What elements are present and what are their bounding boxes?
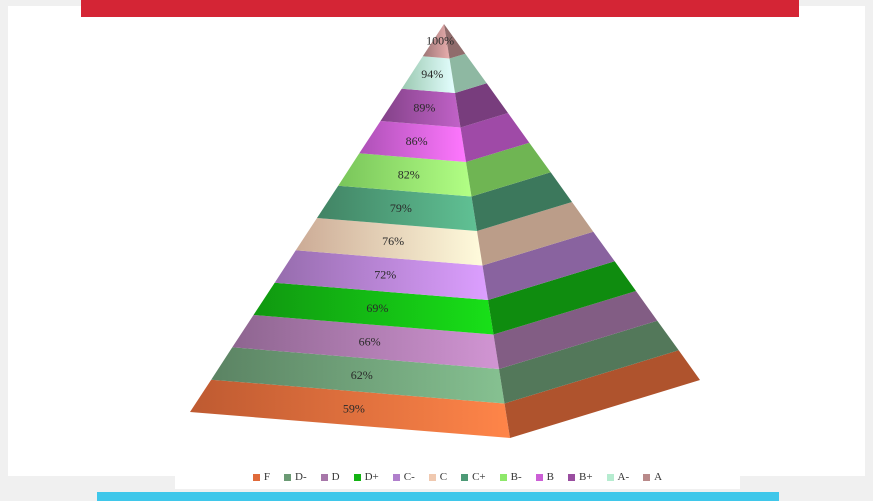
legend-item-D-: D- [284, 471, 307, 483]
tier-left-face [232, 315, 500, 369]
legend-label: D- [295, 471, 307, 483]
legend-item-F: F [252, 471, 271, 483]
pyramid-tier-B+: 89% [380, 83, 508, 128]
legend-item-B: B [535, 471, 554, 483]
legend-label: C [439, 471, 448, 483]
pyramid-tier-A: 100% [422, 24, 466, 59]
tier-value-label: 76% [382, 234, 404, 248]
pyramid-tier-C+: 79% [317, 172, 572, 231]
tier-value-label: 94% [421, 67, 443, 81]
tier-value-label: 100% [426, 34, 454, 48]
tier-right-face [444, 24, 466, 59]
bottom-accent-bar [97, 492, 779, 501]
tier-left-face [380, 88, 461, 128]
tier-left-face [211, 347, 505, 404]
tier-left-face [190, 379, 510, 438]
legend-label: D+ [364, 471, 379, 483]
legend-label: A [654, 471, 663, 483]
legend-label: B+ [578, 471, 593, 483]
tier-right-face [477, 202, 594, 266]
legend-item-C: C [428, 471, 448, 483]
tier-value-label: 82% [398, 167, 420, 181]
tier-right-face [466, 142, 551, 197]
tier-right-face [488, 261, 636, 335]
tier-left-face [422, 24, 450, 59]
pyramid-tier-D-: 62% [211, 320, 679, 404]
tier-left-face [295, 218, 483, 266]
pyramid-tier-C: 76% [295, 202, 594, 266]
legend-label: C+ [472, 471, 486, 483]
tier-right-face [460, 113, 530, 162]
legend-swatch [499, 473, 507, 481]
legend-swatch [320, 473, 328, 481]
tier-right-face [455, 83, 508, 128]
legend-item-A: A [643, 471, 662, 483]
tier-value-label: 66% [359, 335, 381, 349]
tier-left-face [359, 121, 466, 162]
tier-left-face [401, 56, 455, 93]
tier-right-face [449, 53, 487, 93]
legend-item-D: D [320, 471, 340, 483]
legend-item-C-: C- [392, 471, 415, 483]
tier-right-face [504, 350, 700, 438]
pyramid-tier-C-: 72% [274, 231, 615, 300]
legend-swatch [461, 473, 469, 481]
tier-value-label: 62% [351, 368, 373, 382]
pyramid-tier-D+: 69% [253, 261, 636, 335]
legend-swatch [643, 473, 651, 481]
legend-swatch [567, 473, 575, 481]
tier-left-face [317, 185, 477, 231]
legend-swatch [353, 473, 361, 481]
legend-item-B-: B- [499, 471, 522, 483]
pyramid-tier-B: 86% [359, 113, 530, 162]
tier-right-face [493, 291, 658, 369]
tier-value-label: 72% [374, 268, 396, 282]
tier-right-face [499, 320, 679, 404]
tier-value-label: 86% [406, 134, 428, 148]
pyramid-tier-F: 59% [190, 350, 700, 438]
legend-label: C- [403, 471, 415, 483]
legend-swatch [252, 473, 260, 481]
legend-label: D [331, 471, 340, 483]
legend-label: F [263, 471, 271, 483]
tier-left-face [338, 153, 472, 197]
legend-item-C+: C+ [461, 471, 486, 483]
pyramid-tier-A-: 94% [401, 53, 487, 93]
legend-swatch [606, 473, 614, 481]
legend-label: B [546, 471, 554, 483]
pyramid-tier-B-: 82% [338, 142, 551, 197]
tier-right-face [482, 231, 615, 300]
tier-value-label: 89% [413, 101, 435, 115]
legend-item-B+: B+ [567, 471, 593, 483]
chart-legend: F D- D D+ C- C C+ B- B B+ A- A [175, 465, 740, 489]
pyramid-tier-D: 66% [232, 291, 658, 369]
legend-swatch [392, 473, 400, 481]
tier-value-label: 59% [343, 401, 365, 415]
legend-swatch [428, 473, 436, 481]
legend-swatch [535, 473, 543, 481]
top-accent-bar [81, 0, 799, 17]
legend-swatch [284, 473, 292, 481]
tier-value-label: 79% [390, 201, 412, 215]
tier-left-face [274, 250, 488, 300]
legend-item-D+: D+ [353, 471, 379, 483]
legend-label: A- [617, 471, 630, 483]
legend-item-A-: A- [606, 471, 630, 483]
tier-value-label: 69% [366, 301, 388, 315]
tier-right-face [471, 172, 572, 231]
legend-label: B- [510, 471, 522, 483]
tier-left-face [253, 282, 494, 335]
